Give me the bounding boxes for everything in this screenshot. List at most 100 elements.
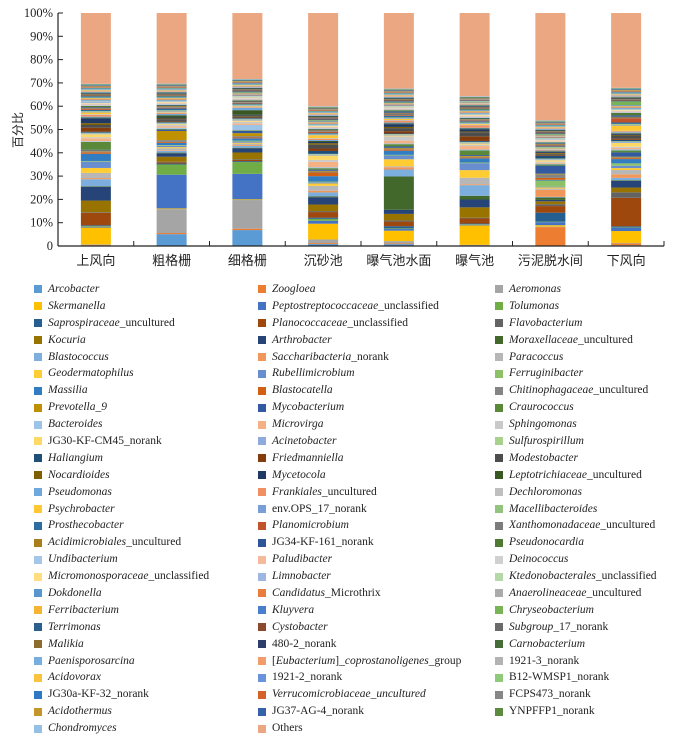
legend-item: Blastococcus [34, 349, 209, 366]
legend-item: Mycobacterium [258, 399, 461, 416]
bar-segment [535, 160, 566, 162]
bar-segment [611, 98, 642, 100]
legend-label: Pseudomonas [48, 485, 112, 498]
bar-segment [383, 150, 414, 155]
bar-segment [535, 155, 566, 159]
bar-segment [459, 124, 490, 126]
bar-segment [80, 92, 111, 94]
legend-item: Saccharibacteria_norank [258, 349, 461, 366]
bar-segment [232, 90, 263, 92]
bar-segment [535, 126, 566, 128]
bar-segment [232, 95, 263, 97]
bar-segment [611, 106, 642, 108]
legend-swatch [495, 319, 503, 328]
legend-label: Peptostreptococcaceae_unclassified [272, 299, 439, 312]
bar-segment [156, 117, 187, 119]
bar-segment [308, 107, 339, 108]
legend-label: Massilia [48, 384, 88, 397]
legend-swatch [495, 420, 503, 429]
x-tick-label: 曝气池水面 [366, 253, 431, 269]
bar-segment [232, 119, 263, 121]
legend-swatch [34, 437, 42, 446]
bar-segment [459, 128, 490, 130]
legend-label: JG30a-KF-32_norank [48, 688, 149, 701]
y-tick-label: 50% [30, 123, 53, 137]
bar-segment [156, 161, 187, 163]
bar-segment [459, 119, 490, 120]
bar-segment [156, 87, 187, 89]
bar-segment [232, 100, 263, 102]
bar-segment [535, 173, 566, 175]
bar-segment [535, 146, 566, 147]
legend-label: Haliangium [48, 451, 103, 464]
legend-item: Zoogloea [258, 281, 461, 298]
bar-segment [611, 134, 642, 136]
bar-segment [156, 119, 187, 121]
bar-segment [80, 107, 111, 109]
legend-item: env.OPS_17_norank [258, 501, 461, 518]
bar-segment [80, 114, 111, 115]
bar-segment [232, 13, 263, 79]
bar-segment [383, 147, 414, 149]
bar-segment [156, 150, 187, 153]
bar-segment [383, 159, 414, 167]
bar-segment [459, 97, 490, 99]
legend-swatch [34, 521, 42, 530]
bar-segment [383, 209, 414, 214]
bar-segment [80, 93, 111, 95]
bar-segment [383, 243, 414, 245]
bar-segment [535, 199, 566, 202]
bar-segment [611, 156, 642, 158]
bar-segment [308, 141, 339, 142]
bar-segment [459, 144, 490, 147]
bar-segment [156, 13, 187, 84]
bar-segment [459, 184, 490, 186]
legend-label: Skermanella [48, 299, 106, 312]
bar-segment [308, 131, 339, 132]
bar-segment [383, 110, 414, 112]
bar-segment [80, 94, 111, 96]
bar-segment [383, 89, 414, 90]
bar-segment [156, 98, 187, 100]
bar-segment [611, 149, 642, 151]
legend-swatch [258, 336, 266, 345]
bar-segment [80, 137, 111, 139]
bar-segment [383, 94, 414, 95]
bar-stack [232, 13, 263, 246]
bar-segment [308, 119, 339, 121]
bar-segment [232, 130, 263, 134]
bar-segment [232, 141, 263, 143]
bar-segment [80, 99, 111, 101]
bar-segment [459, 98, 490, 100]
legend-label: Mycobacterium [272, 401, 345, 414]
bar-segment [308, 138, 339, 141]
legend-label: Pseudonocardia [509, 536, 584, 549]
bar-segment [156, 104, 187, 105]
bar-segment [80, 172, 111, 179]
bar-segment [232, 230, 263, 246]
bar-segment [459, 149, 490, 151]
bar-segment [232, 83, 263, 84]
bar-segment [80, 178, 111, 180]
bar-segment [611, 105, 642, 106]
bar-segment [535, 144, 566, 146]
bar-segment [535, 225, 566, 227]
bar-segment [611, 158, 642, 160]
legend-label: Candidatus_Microthrix [272, 587, 381, 600]
bar-segment [535, 222, 566, 226]
bar-segment [611, 227, 642, 232]
legend-label: Xanthomonadaceae_uncultured [509, 519, 656, 532]
bar-segment [535, 196, 566, 198]
bar-segment [232, 200, 263, 229]
bar-segment [232, 87, 263, 89]
legend-item: Xanthomonadaceae_uncultured [495, 517, 657, 534]
legend-swatch [495, 707, 503, 716]
bar-segment [232, 98, 263, 100]
bar-segment [232, 140, 263, 142]
bar-segment [232, 107, 263, 111]
bar-segment [80, 105, 111, 108]
legend-label: Mycetocola [272, 468, 326, 481]
legend-label: Paracoccus [509, 350, 564, 363]
bar-segment [80, 95, 111, 97]
legend-swatch [258, 538, 266, 547]
